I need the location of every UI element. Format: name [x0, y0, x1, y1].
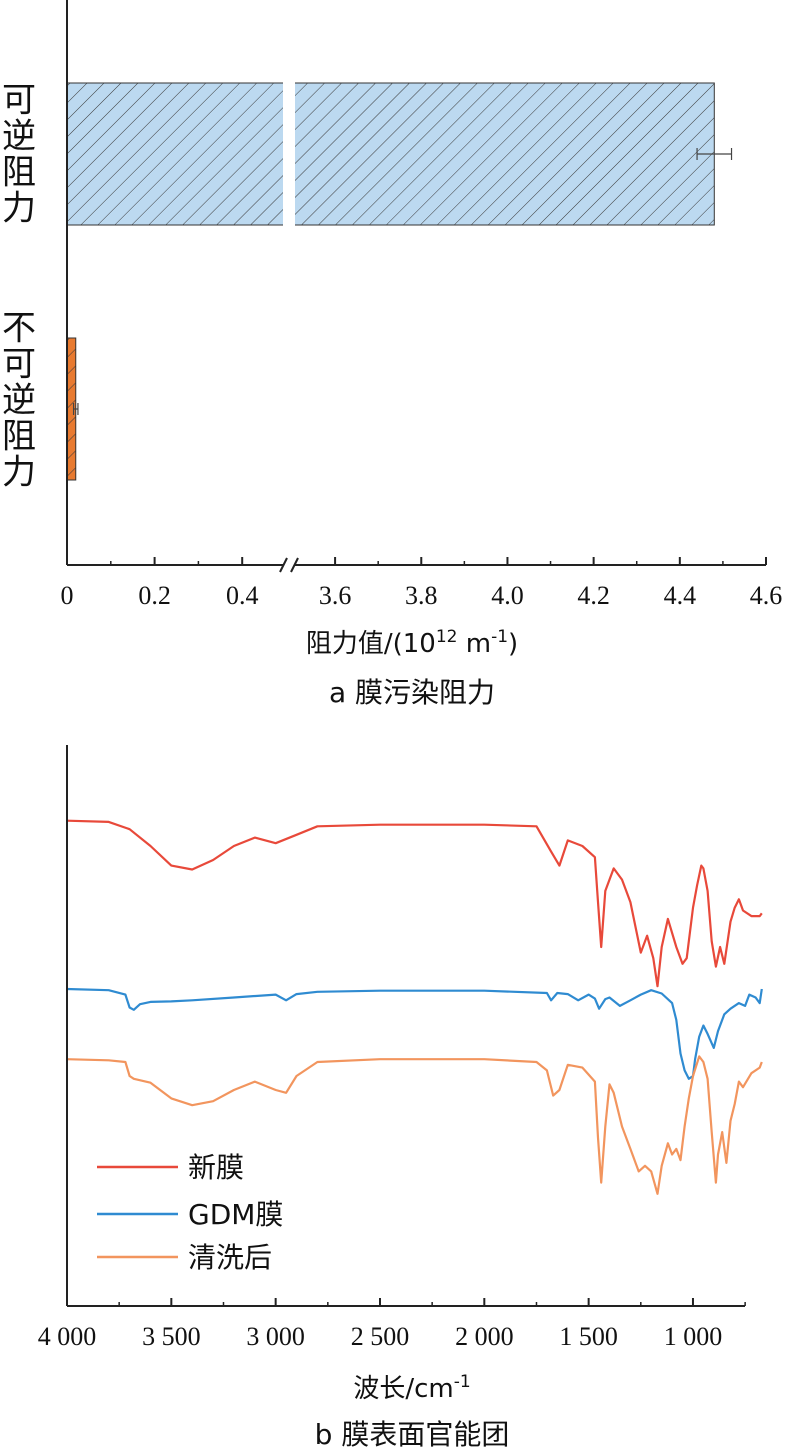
x-tick-label: 4 000 [38, 1322, 97, 1351]
legend-label-1: 新膜 [188, 1151, 244, 1184]
x-tick-label: 3.6 [319, 581, 352, 610]
legend-label-3: 清洗后 [188, 1241, 272, 1274]
x-tick-label: 0 [61, 581, 74, 610]
x-tick-label: 3.8 [405, 581, 438, 610]
axis-break-mark-1 [279, 557, 288, 573]
x-axis-title: 阻力值/(1012 m-1) [306, 627, 518, 659]
chart-b-caption: b 膜表面官能团 [315, 1418, 510, 1451]
chart-a-caption: a 膜污染阻力 [329, 676, 495, 709]
series-lines-group [66, 819, 763, 1195]
x-tick-label: 2 000 [455, 1322, 514, 1351]
x-axis-group: 4 000 3 500 3 000 2 500 2 000 1 500 1 000 [38, 1298, 746, 1351]
x-tick-label: 3 000 [246, 1322, 305, 1351]
bars-group [66, 75, 715, 481]
x-tick-label: 0.4 [226, 581, 259, 610]
error-bars-group [72, 148, 733, 415]
ftir-line-chart: 4 000 3 500 3 000 2 500 2 000 1 500 1 000 新膜 GD… [38, 745, 763, 1451]
bar-hatch-1 [66, 82, 715, 226]
x-tick-label: 4.6 [750, 581, 783, 610]
legend-label-2: GDM膜 [188, 1198, 283, 1231]
x-tick-label: 4.4 [664, 581, 697, 610]
axis-break-mark-2 [290, 557, 299, 573]
category-label-1: 可逆阻力 [2, 81, 36, 229]
series-line-1 [66, 819, 763, 988]
series-line-3 [66, 1055, 763, 1195]
x-axis-title: 波长/cm-1 [353, 1372, 470, 1404]
x-tick-label: 1 000 [664, 1322, 723, 1351]
x-tick-label: 3 500 [142, 1322, 201, 1351]
x-tick-label: 4.0 [491, 581, 524, 610]
x-tick-label: 4.2 [577, 581, 610, 610]
x-axis-group: 0 0.2 0.4 3.6 3.8 4.0 4.2 4.4 4.6 [61, 557, 783, 610]
axis-break-gap [283, 75, 295, 235]
series-line-2 [66, 987, 763, 1080]
category-label-2: 不可逆阻力 [2, 309, 36, 493]
x-tick-label: 0.2 [138, 581, 171, 610]
x-tick-label: 1 500 [559, 1322, 618, 1351]
x-tick-label: 2 500 [351, 1322, 410, 1351]
